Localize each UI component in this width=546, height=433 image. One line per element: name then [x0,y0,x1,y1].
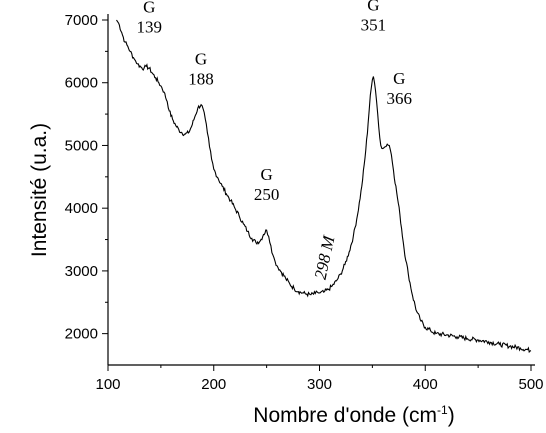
peak-label-letter: G [260,165,272,184]
peak-label-value: 188 [188,70,214,89]
peak-label-letter: G [367,0,379,14]
axes: 100 200 300 400 500 2000 3000 4000 5000 6000 7000 [65,12,544,393]
x-tick-label: 500 [518,376,543,393]
peak-label-value: 351 [361,15,387,34]
y-tick-label: 3000 [65,263,98,280]
y-tick-label: 6000 [65,75,98,92]
peak-label-value: 366 [387,89,413,108]
peak-label-letter: G [143,0,155,16]
peak-label-value: 250 [254,185,280,204]
y-tick-label: 7000 [65,12,98,29]
y-tick-label: 5000 [65,137,98,154]
x-tick-label: 300 [307,376,332,393]
x-tick-label: 400 [413,376,438,393]
peak-label-298-m: 298 M [311,233,339,281]
y-axis-title: Intensité (u.a.) [28,123,51,257]
x-axis-title: Nombre d'onde (cm-1) [253,403,454,427]
y-tick-label: 2000 [65,326,98,343]
x-tick-label: 100 [95,376,120,393]
y-tick-label: 4000 [65,200,98,217]
peak-label-letter: G [195,50,207,69]
peak-label-value: 139 [136,17,162,36]
x-tick-label: 200 [201,376,226,393]
peak-label-letter: G [393,69,405,88]
spectrum-line [116,19,532,354]
